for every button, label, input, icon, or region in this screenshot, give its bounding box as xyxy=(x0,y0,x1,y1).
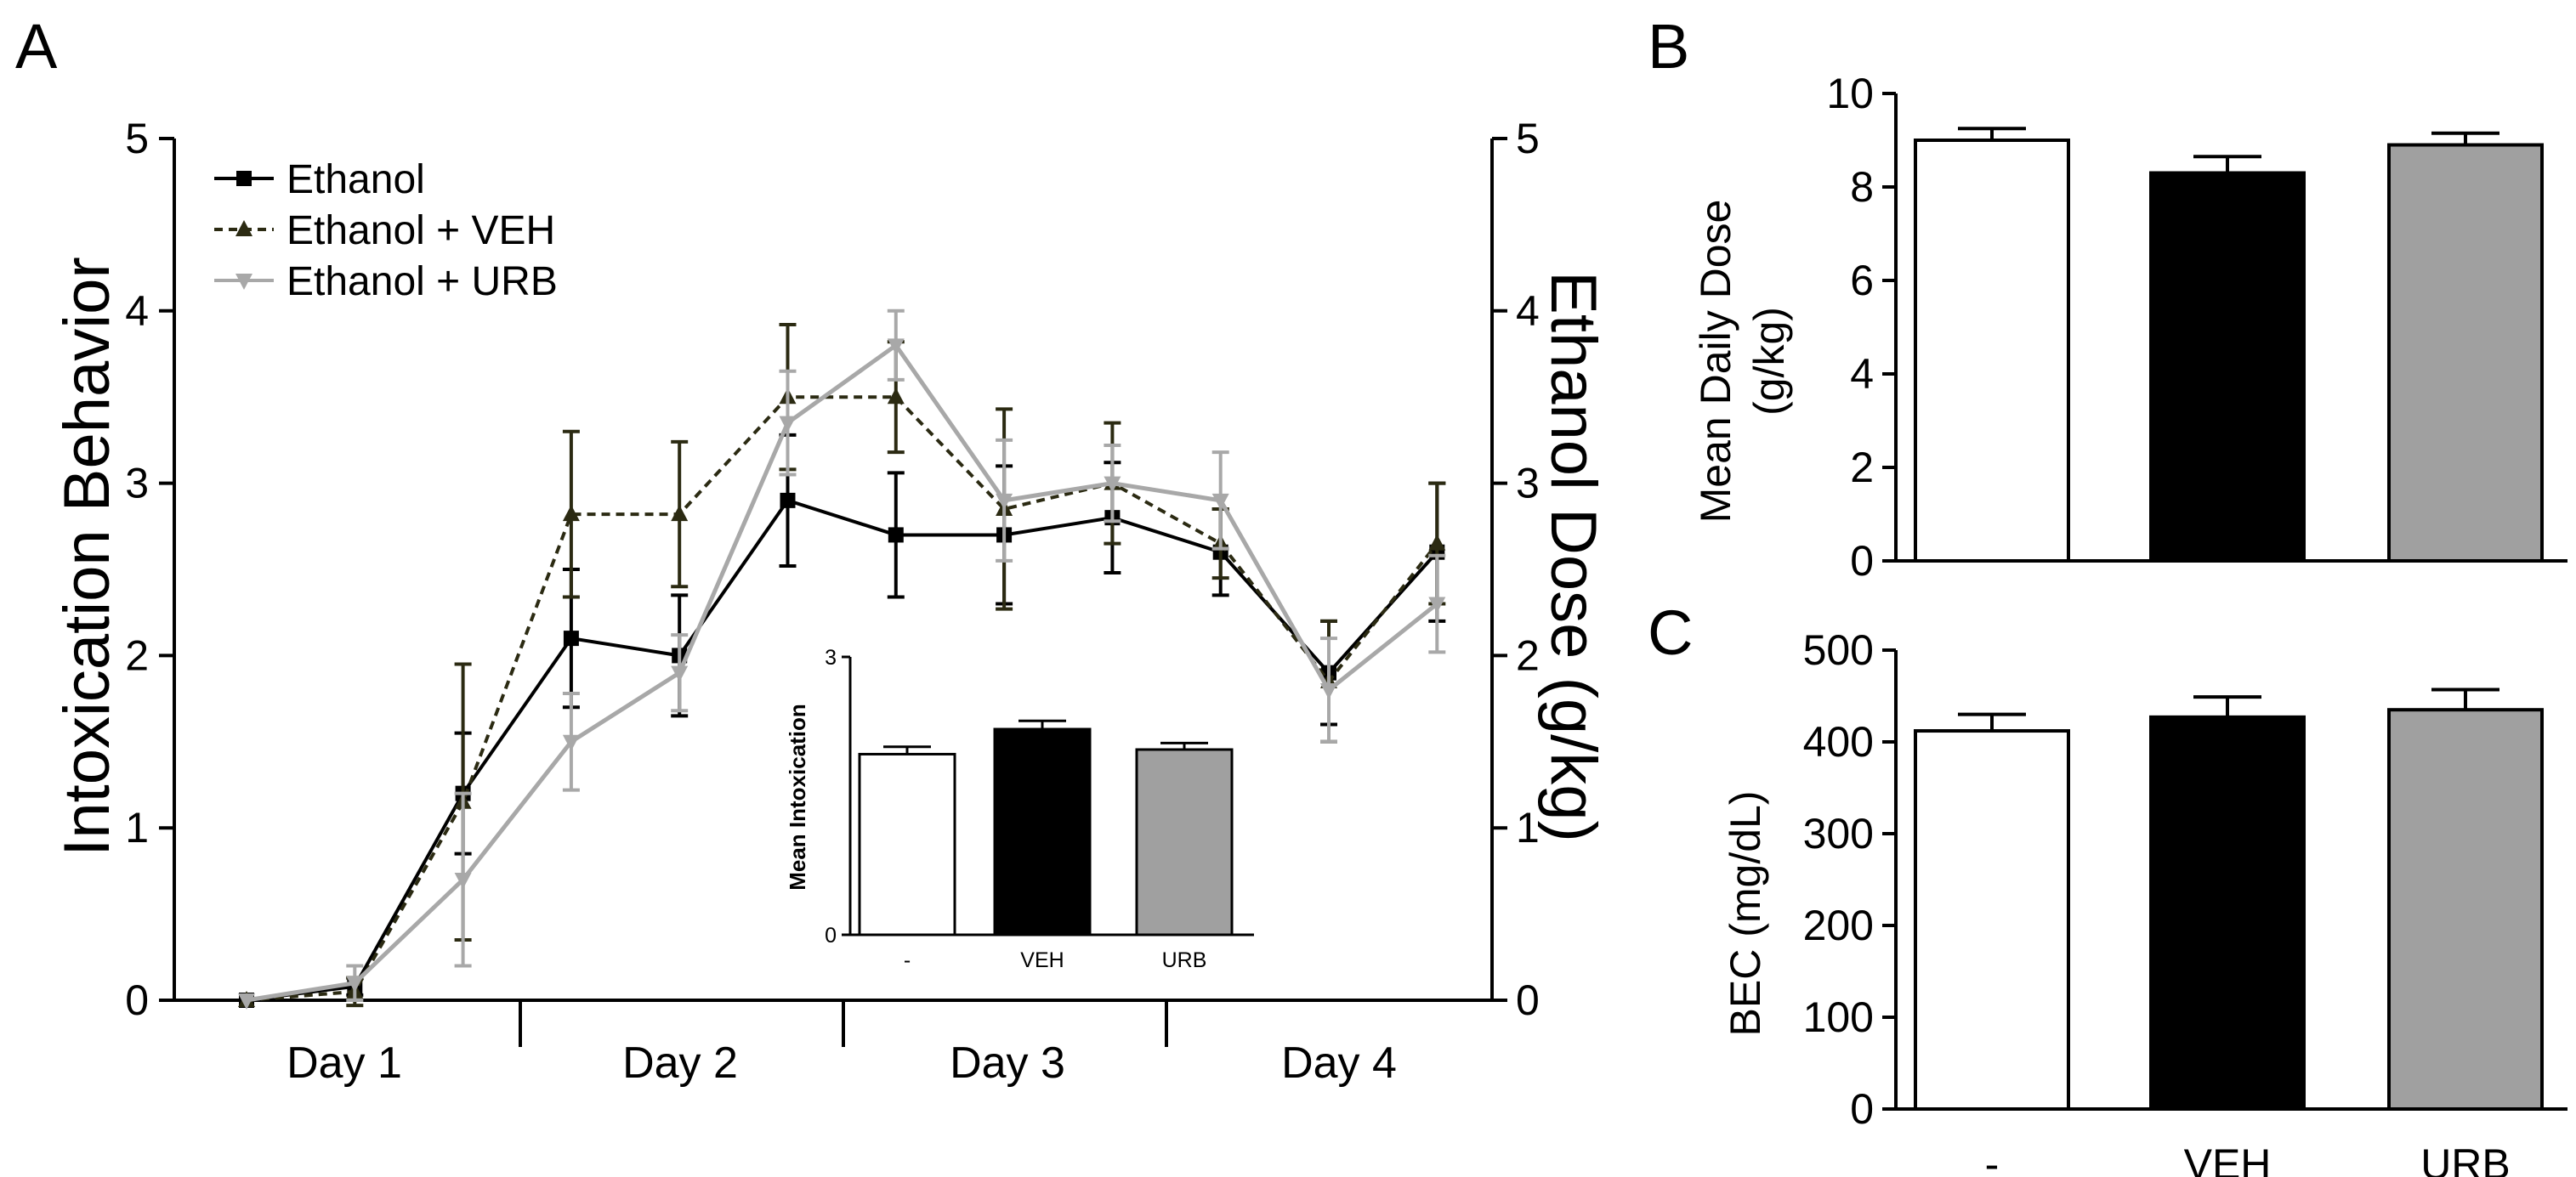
panel-c-bar-chart: 0 100 200 300 400 500 - VEH URB BEC (mg/dL) xyxy=(1722,626,2567,1177)
data-point xyxy=(671,665,689,682)
panel-c-y-tick-label: 300 xyxy=(1803,810,1874,857)
panel-a-day-label: Day 2 xyxy=(622,1038,738,1088)
panel-a-y-right-tick-label: 2 xyxy=(1516,631,1540,679)
panel-a-y-right-tick-label: 1 xyxy=(1516,804,1540,852)
panel-b-bar-ethanol xyxy=(1914,139,2070,563)
inset-bar-urb xyxy=(1135,748,1234,937)
data-point xyxy=(888,527,904,543)
panel-a-y-left-tick-label: 2 xyxy=(125,631,149,679)
legend-label: Ethanol + URB xyxy=(287,259,558,304)
panel-b-y-axis-unit: (g/kg) xyxy=(1745,307,1793,416)
panel-a-y-left-tick-label: 5 xyxy=(125,115,149,162)
panel-b-bar-veh xyxy=(2149,171,2306,563)
legend-label: Ethanol xyxy=(287,157,425,202)
panel-b-y-tick-label: 6 xyxy=(1850,257,1874,304)
panel-c-y-tick-label: 500 xyxy=(1803,626,1874,674)
data-point xyxy=(346,976,364,993)
data-point xyxy=(779,416,797,433)
data-point xyxy=(887,338,905,355)
panel-c-x-tick-label: - xyxy=(1985,1140,2000,1177)
panel-c-y-tick-label: 100 xyxy=(1803,993,1874,1041)
legend-label: Ethanol + VEH xyxy=(287,208,555,253)
panel-b-y-tick-label: 10 xyxy=(1826,70,1874,117)
panel-c-x-tick-label: URB xyxy=(2420,1140,2511,1177)
panel-b-y-tick-label: 8 xyxy=(1850,163,1874,211)
series-ethanol-urb xyxy=(238,308,1446,1010)
inset-x-tick-label: - xyxy=(904,948,911,972)
legend-marker xyxy=(236,171,252,186)
data-point xyxy=(996,493,1013,510)
panel-a-y-left-tick-label: 1 xyxy=(125,804,149,852)
panel-a-y-right-tick-label: 5 xyxy=(1516,115,1540,162)
panel-b-y-axis-title: Mean Daily Dose xyxy=(1692,200,1739,523)
panel-c-bar-veh xyxy=(2149,715,2306,1112)
data-point xyxy=(887,388,905,405)
panel-b-bar-urb xyxy=(2387,143,2544,563)
panel-a-y-right-tick-label: 3 xyxy=(1516,460,1540,507)
data-point xyxy=(1104,476,1121,493)
data-point xyxy=(454,873,472,890)
panel-c-y-tick-label: 200 xyxy=(1803,902,1874,949)
panel-a-day-label: Day 1 xyxy=(287,1038,402,1088)
legend-marker xyxy=(235,274,252,290)
panel-c-bar-urb xyxy=(2387,708,2544,1111)
panel-label-b: B xyxy=(1648,11,1689,82)
data-point xyxy=(1320,682,1337,699)
panel-b-bar-chart: 0 2 4 6 8 10 Mean Daily Dose (g/kg) xyxy=(1692,70,2567,585)
legend-marker xyxy=(235,220,252,236)
inset-bar-ethanol xyxy=(858,752,956,937)
panel-label-c: C xyxy=(1648,597,1693,668)
data-point xyxy=(563,631,579,647)
series-line xyxy=(246,342,1438,1003)
panel-c-y-tick-label: 0 xyxy=(1850,1085,1874,1133)
data-point xyxy=(1211,493,1229,510)
panel-c-x-tick-label: VEH xyxy=(2184,1140,2272,1177)
series-line xyxy=(246,498,1438,1002)
panel-a-y-right-tick-label: 4 xyxy=(1516,287,1540,335)
inset-y-tick-label: 0 xyxy=(825,924,837,948)
panel-a-day-label: Day 4 xyxy=(1281,1038,1397,1088)
panel-a-y-left-tick-label: 3 xyxy=(125,460,149,507)
panel-a-y-axis-right-title: Ethanol Dose (g/kg) xyxy=(1537,271,1609,842)
panel-a-y-right-tick-label: 0 xyxy=(1516,976,1540,1024)
panel-a-line-chart: 0 1 2 3 4 5 5 4 3 2 1 0 Day 1 Day 2 Day 3 Day 4 Ethanol… xyxy=(51,115,1609,1088)
panel-c-y-axis-title: BEC (mg/dL) xyxy=(1722,791,1769,1037)
panel-b-y-tick-label: 2 xyxy=(1850,444,1874,491)
inset-y-tick-label: 3 xyxy=(825,646,837,670)
panel-a-y-left-tick-label: 4 xyxy=(125,287,149,335)
inset-y-axis-title: Mean Intoxication xyxy=(785,704,810,891)
panel-c-bar-ethanol xyxy=(1914,729,2070,1111)
data-point xyxy=(671,505,689,522)
panel-c-y-tick-label: 400 xyxy=(1803,718,1874,766)
inset-bar-veh xyxy=(993,727,1092,937)
panel-label-a: A xyxy=(15,11,58,82)
data-point xyxy=(562,734,580,751)
data-point xyxy=(562,505,580,522)
series-line xyxy=(246,395,1438,1002)
inset-x-tick-label: VEH xyxy=(1020,948,1064,972)
series-ethanol-veh xyxy=(238,323,1446,1008)
data-point xyxy=(780,492,796,508)
data-point xyxy=(1428,597,1446,614)
data-point xyxy=(238,993,255,1010)
panel-b-y-tick-label: 4 xyxy=(1850,350,1874,398)
inset-x-tick-label: URB xyxy=(1162,948,1207,972)
panel-a-y-axis-left-title: Intoxication Behavior xyxy=(51,257,123,857)
panel-a-y-left-tick-label: 0 xyxy=(125,976,149,1024)
data-point xyxy=(1428,534,1446,551)
panel-b-y-tick-label: 0 xyxy=(1850,537,1874,585)
panel-a-day-label: Day 3 xyxy=(950,1038,1065,1088)
